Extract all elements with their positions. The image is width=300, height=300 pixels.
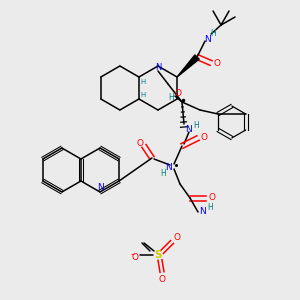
Polygon shape — [177, 55, 199, 77]
Text: O: O — [200, 134, 208, 142]
Text: O: O — [173, 233, 181, 242]
Text: O: O — [136, 140, 143, 148]
Text: H: H — [140, 79, 146, 85]
Text: O: O — [158, 274, 166, 284]
Text: N: N — [165, 163, 172, 172]
Text: O: O — [131, 253, 139, 262]
Text: H: H — [168, 94, 174, 103]
Text: N: N — [200, 208, 206, 217]
Text: O: O — [214, 58, 220, 68]
Text: N: N — [204, 34, 210, 43]
Text: H: H — [207, 202, 213, 211]
Text: -: - — [130, 249, 134, 259]
Text: N: N — [186, 124, 192, 134]
Text: N: N — [97, 184, 104, 193]
Text: H: H — [160, 169, 166, 178]
Text: O: O — [175, 89, 182, 98]
Text: O: O — [208, 194, 215, 202]
Text: N: N — [155, 64, 161, 73]
Text: H: H — [210, 29, 216, 38]
Text: H: H — [140, 92, 146, 98]
Text: H: H — [193, 122, 199, 130]
Text: S: S — [154, 250, 162, 260]
